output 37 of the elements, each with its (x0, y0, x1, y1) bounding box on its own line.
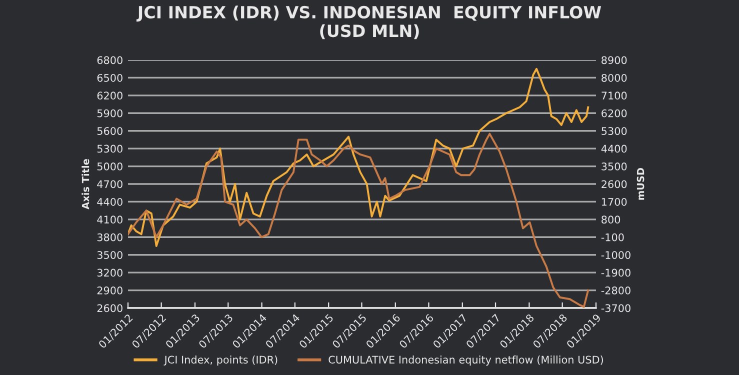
legend-label: CUMULATIVE Indonesian equity netflow (Million USD) (328, 356, 603, 366)
y-tick-label: 5600 (97, 127, 122, 135)
legend-label: JCI Index, points (IDR) (164, 356, 278, 366)
y2-tick-label: -1000 (601, 251, 630, 259)
y-tick-label: 5300 (97, 144, 122, 153)
y2-tick-label: -3700 (601, 304, 630, 312)
y-tick-label: 6800 (97, 56, 122, 64)
y-tick-label: 4700 (97, 180, 122, 188)
y2-tick-label: 5300 (602, 127, 627, 135)
y2-tick-label: 2600 (602, 180, 627, 188)
y-tick-label: 6500 (97, 74, 122, 82)
line-series (128, 68, 590, 247)
y-tick-label: 4400 (97, 198, 122, 206)
y2-axis-title: mUSD (636, 168, 644, 200)
y2-tick-label: -100 (601, 233, 624, 242)
y-tick-label: 6200 (97, 92, 122, 100)
y2-tick-label: 8000 (602, 74, 627, 82)
y-tick-label: 2900 (97, 286, 122, 294)
y2-tick-label: 3500 (602, 162, 627, 170)
y2-tick-label: 4400 (601, 144, 627, 153)
y-tick-label: 5900 (97, 109, 122, 118)
y-tick-label: 2600 (97, 304, 122, 312)
y-tick-label: 4100 (97, 216, 122, 224)
y2-tick-label: -2800 (601, 286, 630, 294)
y2-tick-label: 7100 (602, 92, 627, 100)
y2-tick-label: 8900 (602, 56, 627, 64)
y-tick-label: 5000 (97, 162, 122, 170)
y-axis-title: Axis Title (82, 159, 90, 210)
y2-tick-label: 1700 (602, 198, 627, 206)
y-tick-label: 3200 (97, 268, 122, 277)
y-tick-label: 3800 (97, 233, 122, 242)
y2-tick-label: 6200 (602, 109, 627, 118)
chart-title: JCI INDEX (IDR) VS. INDONESIAN EQUITY INFLOW (USD MLN) (136, 6, 602, 40)
line-series (128, 132, 590, 308)
y2-tick-label: 800 (602, 216, 620, 224)
y2-tick-label: -1900 (601, 268, 630, 277)
y-tick-label: 3500 (97, 251, 122, 259)
